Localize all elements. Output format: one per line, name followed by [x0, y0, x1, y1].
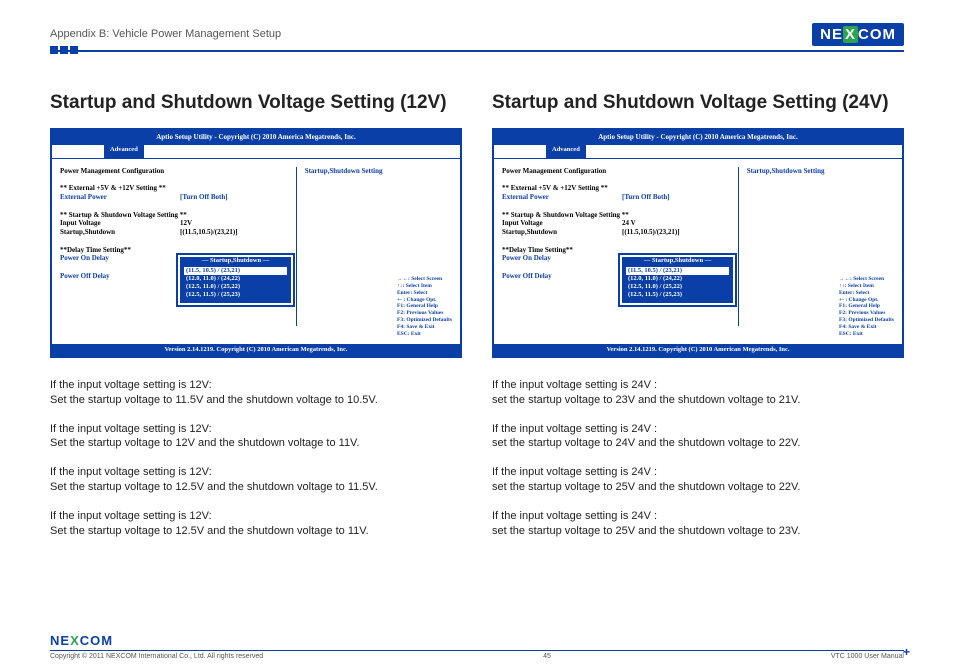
- footer-copyright: Copyright © 2011 NEXCOM International Co…: [50, 653, 263, 660]
- ext-section: ** External +5V & +12V Setting **: [60, 184, 296, 193]
- manual-name: VTC 1000 User Manual: [831, 653, 904, 660]
- left-description: If the input voltage setting is 12V:Set …: [50, 378, 462, 539]
- bios-screenshot-12v: Aptio Setup Utility - Copyright (C) 2010…: [50, 128, 462, 358]
- left-title: Startup and Shutdown Voltage Setting (12…: [50, 92, 462, 114]
- tab-spacer: [494, 145, 546, 158]
- popup-option[interactable]: (12.5, 11.0) / (25,22): [626, 283, 729, 291]
- voltage-popup[interactable]: — Startup,Shutdown — (11.5, 10.5) / (23,…: [178, 255, 293, 306]
- popup-option[interactable]: (11.5, 10.5) / (23,21): [184, 267, 287, 275]
- ss-label: Startup,Shutdown: [60, 228, 180, 237]
- popup-option[interactable]: (12.5, 11.5) / (25,23): [626, 291, 729, 299]
- ss-label: Startup,Shutdown: [502, 228, 622, 237]
- tab-spacer: [52, 145, 104, 158]
- help-keys: →←: Select Screen↑↓: Select ItemEnter: S…: [397, 276, 452, 338]
- delay-section: **Delay Time Setting**: [60, 246, 296, 255]
- ss-value: [(11.5,10.5)/(23,21)]: [622, 228, 680, 237]
- decorative-squares: [50, 46, 78, 54]
- tab-advanced[interactable]: Advanced: [546, 145, 586, 158]
- nexcom-logo: NEXCOM: [812, 23, 904, 46]
- input-voltage-value: 12V: [180, 219, 192, 228]
- right-title: Startup and Shutdown Voltage Setting (24…: [492, 92, 904, 114]
- ss-section: ** Startup & Shutdown Voltage Setting **: [502, 211, 738, 220]
- bios-footer: Version 2.14.1219. Copyright (C) 2010 Am…: [52, 344, 460, 356]
- appendix-title: Appendix B: Vehicle Power Management Set…: [50, 28, 281, 40]
- right-description: If the input voltage setting is 24V :set…: [492, 378, 904, 539]
- popup-title: — Startup,Shutdown —: [622, 257, 733, 265]
- bios-header: Aptio Setup Utility - Copyright (C) 2010…: [494, 130, 902, 145]
- right-panel-label: Startup,Shutdown Setting: [305, 167, 452, 176]
- input-voltage-label: Input Voltage: [502, 219, 622, 228]
- bios-screenshot-24v: Aptio Setup Utility - Copyright (C) 2010…: [492, 128, 904, 358]
- ss-value: [(11.5,10.5)/(23,21)]: [180, 228, 238, 237]
- tab-spacer: [144, 145, 460, 158]
- tab-advanced[interactable]: Advanced: [104, 145, 144, 158]
- bios-header: Aptio Setup Utility - Copyright (C) 2010…: [52, 130, 460, 145]
- input-voltage-value: 24 V: [622, 219, 636, 228]
- voltage-popup[interactable]: — Startup,Shutdown — (11.5, 10.5) / (23,…: [620, 255, 735, 306]
- input-voltage-label: Input Voltage: [60, 219, 180, 228]
- ext-power-value: [Turn Off Both]: [180, 193, 228, 202]
- footer-logo: NEXCOM: [50, 633, 113, 648]
- ext-power-label[interactable]: External Power: [60, 193, 180, 202]
- ext-power-value: [Turn Off Both]: [622, 193, 670, 202]
- help-keys: →←: Select Screen↑↓: Select ItemEnter: S…: [839, 276, 894, 338]
- ext-power-label[interactable]: External Power: [502, 193, 622, 202]
- popup-option[interactable]: (12.5, 11.0) / (25,22): [184, 283, 287, 291]
- popup-title: — Startup,Shutdown —: [180, 257, 291, 265]
- delay-section: **Delay Time Setting**: [502, 246, 738, 255]
- tab-spacer: [586, 145, 902, 158]
- popup-option[interactable]: (11.5, 10.5) / (23,21): [626, 267, 729, 275]
- popup-option[interactable]: (12.5, 11.5) / (25,23): [184, 291, 287, 299]
- pmc-heading: Power Management Configuration: [60, 167, 296, 176]
- ss-section: ** Startup & Shutdown Voltage Setting **: [60, 211, 296, 220]
- right-panel-label: Startup,Shutdown Setting: [747, 167, 894, 176]
- ext-section: ** External +5V & +12V Setting **: [502, 184, 738, 193]
- page-number: 45: [543, 653, 551, 660]
- plus-icon: +: [903, 645, 910, 659]
- bios-footer: Version 2.14.1219. Copyright (C) 2010 Am…: [494, 344, 902, 356]
- popup-option[interactable]: (12.0, 11.0) / (24,22): [626, 275, 729, 283]
- popup-option[interactable]: (12.0, 11.0) / (24,22): [184, 275, 287, 283]
- pmc-heading: Power Management Configuration: [502, 167, 738, 176]
